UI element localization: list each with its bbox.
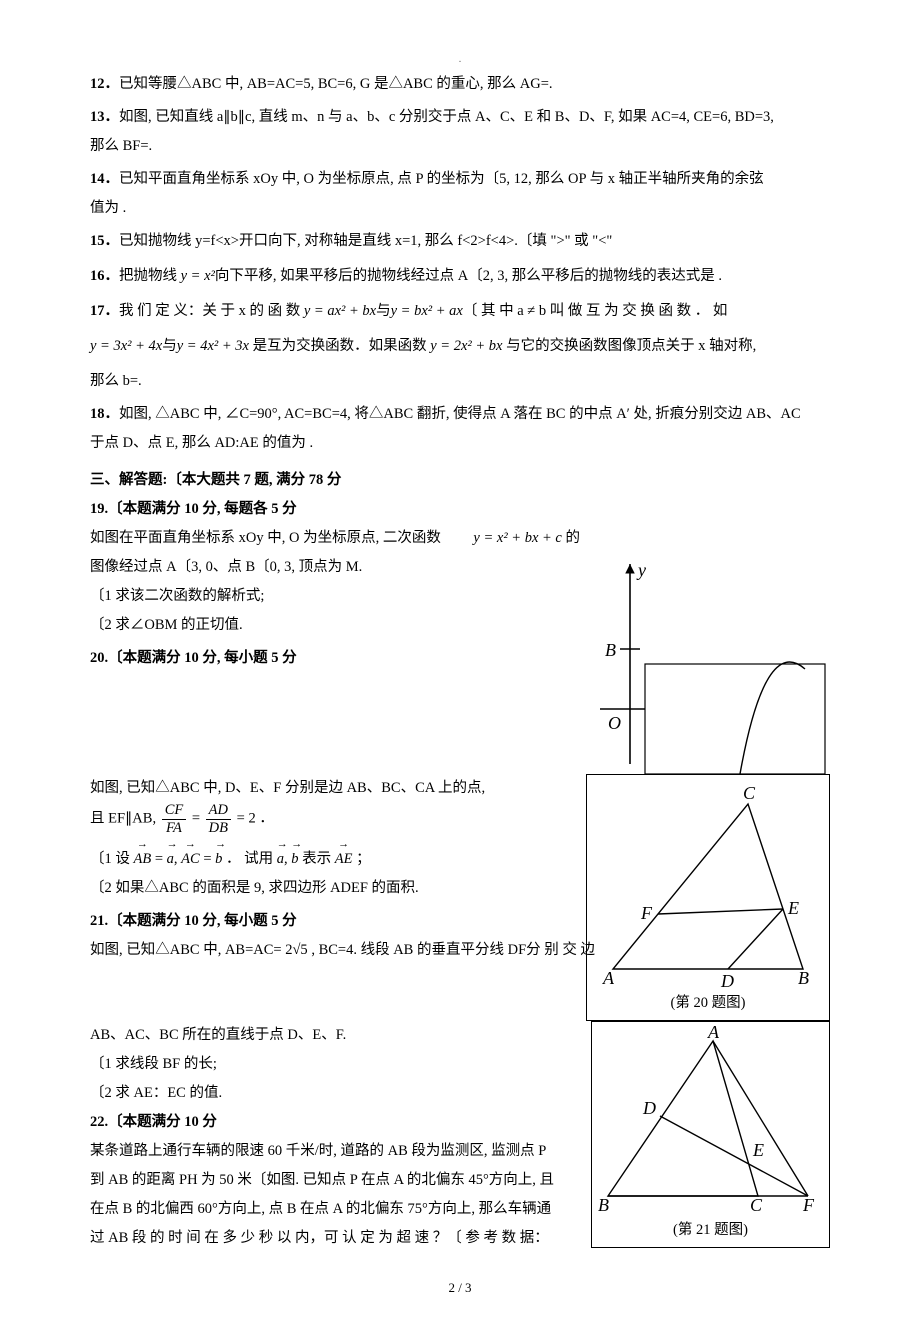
q20-l2b: ． bbox=[259, 810, 274, 826]
q14-num: 14． bbox=[90, 171, 119, 187]
q20-21-block: C A B D E F (第 20 题图) 如图, 已知△ABC 中, D、E、… bbox=[90, 774, 830, 1021]
q20-s1b: ． 试用 bbox=[226, 851, 277, 867]
vec-a2: a bbox=[277, 843, 284, 874]
q13-line1: 如图, 已知直线 a∥b∥c, 直线 m、n 与 a、b、c 分别交于点 A、C… bbox=[119, 109, 774, 125]
question-13: 13．如图, 已知直线 a∥b∥c, 直线 m、n 与 a、b、c 分别交于点 … bbox=[90, 103, 830, 161]
q20-frac2: ADDB bbox=[206, 803, 231, 835]
q19-l1a: 如图在平面直角坐标系 xOy 中, O 为坐标原点, 二次函数 bbox=[90, 524, 441, 553]
q18-l2: 于点 D、点 E, 那么 AD:AE 的值为 . bbox=[90, 435, 313, 451]
q16-formula: y = x² bbox=[181, 268, 215, 284]
question-14: 14．已知平面直角坐标系 xOy 中, O 为坐标原点, 点 P 的坐标为〔5,… bbox=[90, 165, 830, 223]
question-16: 16．把抛物线 y = x²向下平移, 如果平移后的抛物线经过点 A〔2, 3,… bbox=[90, 262, 830, 291]
q13-line2: 那么 BF=. bbox=[90, 138, 152, 154]
eq-sign: = bbox=[192, 810, 200, 826]
vec-a: a bbox=[167, 843, 174, 874]
q20-s1a: 〔1 设 bbox=[90, 851, 134, 867]
q20-s1d: ； bbox=[356, 851, 371, 867]
svg-text:E: E bbox=[752, 1140, 764, 1160]
q17-l1b: 与 bbox=[376, 303, 391, 319]
q16-num: 16． bbox=[90, 268, 119, 284]
question-17: 17．我 们 定 义：关 于 x 的 函 数 y = ax² + bx与y = … bbox=[90, 297, 830, 396]
q15-text: 已知抛物线 y=f<x>开口向下, 对称轴是直线 x=1, 那么 f<2>f<4… bbox=[119, 233, 612, 249]
vec-b2: b bbox=[291, 843, 298, 874]
q17-f3: y = 3x² + 4x bbox=[90, 338, 162, 354]
q13-num: 13． bbox=[90, 109, 119, 125]
svg-text:D: D bbox=[720, 971, 734, 989]
svg-text:D: D bbox=[642, 1098, 656, 1118]
q19-formula: y = x² + bx + c bbox=[473, 530, 561, 546]
page-footer: 2 / 3 bbox=[90, 1275, 830, 1301]
svg-text:B: B bbox=[598, 1195, 609, 1215]
question-12: 12．已知等腰△ABC 中, AB=AC=5, BC=6, G 是△ABC 的重… bbox=[90, 70, 830, 99]
svg-text:F: F bbox=[640, 903, 653, 923]
svg-text:B: B bbox=[798, 968, 809, 988]
figure-21: A B C F D E (第 21 题图) bbox=[591, 1021, 830, 1248]
question-15: 15．已知抛物线 y=f<x>开口向下, 对称轴是直线 x=1, 那么 f<2>… bbox=[90, 227, 830, 256]
q21-sqrt: 2√5 bbox=[285, 942, 307, 958]
fig21-caption: (第 21 题图) bbox=[598, 1216, 823, 1245]
section3-title: 三、解答题:〔本大题共 7 题, 满分 78 分 bbox=[90, 466, 830, 495]
q21-l1a: 如图, 已知△ABC 中, AB=AC= bbox=[90, 942, 285, 958]
q21-l1c: 分 别 交 边 bbox=[526, 936, 595, 965]
q17-l3: 那么 b=. bbox=[90, 367, 830, 396]
fig20-svg: C A B D E F bbox=[593, 779, 823, 989]
q19-heading: 19.〔本题满分 10 分, 每题各 5 分 bbox=[90, 495, 830, 524]
q19-20-block: y B O 如图在平面直角坐标系 xOy 中, O 为坐标原点, 二次函数 y … bbox=[90, 524, 830, 774]
page-dot: . bbox=[90, 50, 830, 70]
q17-l1c: 〔 其 中 a ≠ b 叫 做 互 为 交 换 函 数 ． 如 bbox=[463, 303, 728, 319]
q17-num: 17． bbox=[90, 303, 119, 319]
q20-frac1: CFFA bbox=[162, 803, 187, 835]
vec-AB: AB bbox=[134, 843, 152, 874]
q21-l1b: , BC=4. 线段 AB 的垂直平分线 DF bbox=[308, 942, 526, 958]
q20-l2a: 且 EF∥AB, bbox=[90, 810, 160, 826]
q16-post: 向下平移, 如果平移后的抛物线经过点 A〔2, 3, 那么平移后的抛物线的表达式… bbox=[215, 268, 722, 284]
fig19-svg: y B O bbox=[590, 554, 830, 774]
q17-l2c: 与它的交换函数图像顶点关于 x 轴对称, bbox=[502, 338, 756, 354]
svg-text:C: C bbox=[750, 1195, 763, 1215]
svg-text:E: E bbox=[787, 898, 799, 918]
q12-num: 12． bbox=[90, 76, 119, 92]
vec-b: b bbox=[215, 843, 222, 874]
figure-20: C A B D E F (第 20 题图) bbox=[586, 774, 830, 1021]
q14-line2: 值为 . bbox=[90, 200, 126, 216]
q19-l1b: 的 bbox=[562, 530, 580, 546]
svg-text:y: y bbox=[636, 560, 646, 580]
q17-f1: y = ax² + bx bbox=[304, 303, 376, 319]
vec-AC: AC bbox=[181, 843, 200, 874]
svg-text:O: O bbox=[608, 713, 621, 733]
q20-eq2: = 2 bbox=[237, 810, 256, 826]
svg-text:C: C bbox=[743, 783, 756, 803]
q20-s1c: 表示 bbox=[302, 851, 335, 867]
q17-l1a: 我 们 定 义：关 于 x 的 函 数 bbox=[119, 303, 304, 319]
fig20-caption: (第 20 题图) bbox=[593, 989, 823, 1018]
q17-f4: y = 4x² + 3x bbox=[177, 338, 249, 354]
fig21-svg: A B C F D E bbox=[598, 1026, 823, 1216]
q18-l1: 如图, △ABC 中, ∠C=90°, AC=BC=4, 将△ABC 翻折, 使… bbox=[119, 406, 801, 422]
q12-text: 已知等腰△ABC 中, AB=AC=5, BC=6, G 是△ABC 的重心, … bbox=[119, 76, 553, 92]
svg-text:A: A bbox=[602, 968, 615, 988]
q21-22-block: A B C F D E (第 21 题图) AB、AC、BC 所在的直线于点 D… bbox=[90, 1021, 830, 1257]
svg-text:B: B bbox=[605, 640, 616, 660]
q17-f5: y = 2x² + bx bbox=[430, 338, 502, 354]
question-18: 18．如图, △ABC 中, ∠C=90°, AC=BC=4, 将△ABC 翻折… bbox=[90, 400, 830, 458]
figure-19: y B O bbox=[590, 554, 830, 774]
vec-AE: AE bbox=[335, 843, 353, 874]
q17-f2: y = bx² + ax bbox=[391, 303, 463, 319]
q16-pre: 把抛物线 bbox=[119, 268, 181, 284]
svg-text:F: F bbox=[802, 1195, 815, 1215]
q18-num: 18． bbox=[90, 406, 119, 422]
q15-num: 15． bbox=[90, 233, 119, 249]
q14-line1: 已知平面直角坐标系 xOy 中, O 为坐标原点, 点 P 的坐标为〔5, 12… bbox=[119, 171, 764, 187]
q17-l2b: 是互为交换函数．如果函数 bbox=[249, 338, 430, 354]
q17-l2a: 与 bbox=[162, 338, 177, 354]
svg-text:A: A bbox=[707, 1026, 720, 1042]
